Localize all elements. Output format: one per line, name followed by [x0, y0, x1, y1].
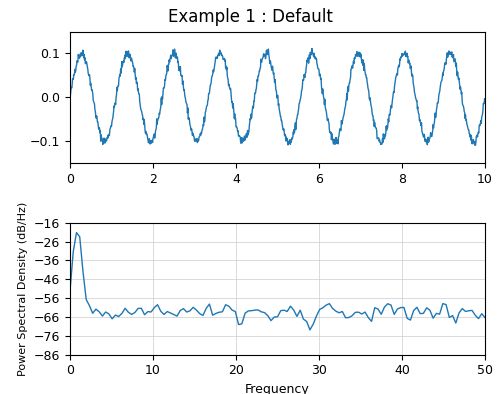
X-axis label: Frequency: Frequency: [245, 383, 310, 394]
Y-axis label: Power Spectral Density (dB/Hz): Power Spectral Density (dB/Hz): [18, 202, 28, 376]
Text: Example 1 : Default: Example 1 : Default: [168, 8, 332, 26]
